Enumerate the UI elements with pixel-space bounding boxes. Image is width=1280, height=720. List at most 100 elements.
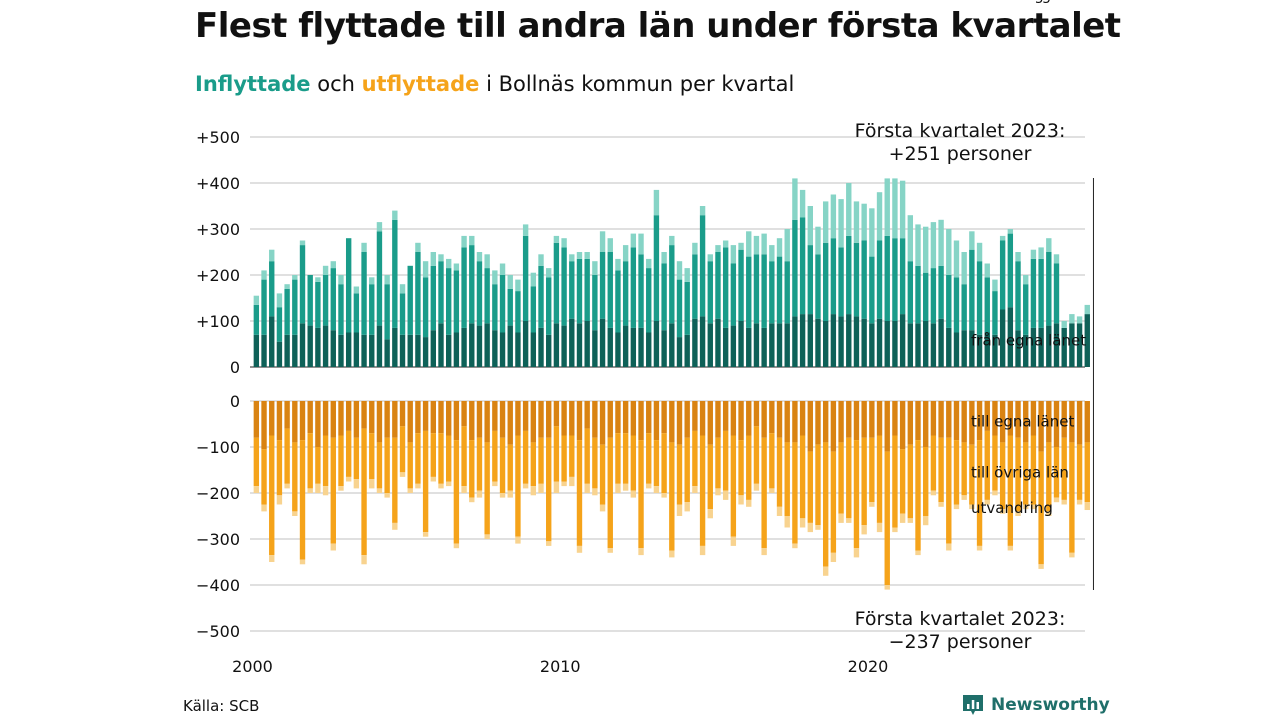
bar-segment-out-other: [761, 437, 767, 549]
bar-segment-out-emi: [530, 486, 537, 496]
bar-segment-in-other: [984, 277, 990, 333]
bar-segment-in-own: [407, 334, 413, 367]
bar-segment-in-other: [345, 238, 352, 333]
bar-segment-in-other: [576, 258, 583, 324]
bar-segment-in-imm: [838, 199, 844, 248]
bar-segment-out-other: [722, 430, 729, 491]
bar-segment-in-imm: [361, 242, 367, 252]
chart-title: Flest flyttade till andra län under förs…: [195, 6, 1121, 46]
bar-segment-in-imm: [430, 252, 436, 266]
bar-segment-out-other: [907, 444, 914, 519]
bar-segment-out-emi: [676, 504, 683, 516]
bar-segment-in-other: [861, 240, 867, 319]
bar-segment-in-other: [722, 247, 729, 328]
bar-segment-in-other: [630, 247, 637, 328]
bar-segment-in-imm: [661, 252, 667, 264]
bar-segment-in-own: [384, 339, 390, 367]
bar-segment-out-emi: [307, 488, 313, 493]
bar-segment-in-own: [584, 321, 590, 367]
bar-segment-out-emi: [838, 513, 844, 523]
bar-segment-in-other: [699, 215, 706, 317]
bar-segment-in-own: [646, 332, 652, 367]
bar-segment-in-own: [838, 316, 844, 367]
bar-segment-out-own: [830, 401, 837, 452]
bar-segment-out-other: [261, 449, 267, 505]
bar-segment-out-own: [453, 401, 460, 441]
bar-segment-in-own: [369, 334, 375, 367]
bar-segment-in-other: [276, 307, 283, 342]
bar-segment-out-own: [276, 401, 283, 441]
bar-segment-out-emi: [892, 527, 898, 533]
bar-segment-out-emi: [930, 490, 937, 496]
bar-segment-out-own: [338, 401, 344, 436]
bar-segment-out-own: [938, 401, 944, 438]
bar-segment-in-other: [661, 263, 667, 331]
bar-segment-in-other: [392, 219, 398, 328]
bar-segment-in-other: [445, 268, 452, 335]
bar-segment-in-own: [622, 325, 629, 367]
bar-segment-in-own: [615, 332, 621, 367]
bar-segment-out-emi: [369, 479, 375, 489]
bar-segment-out-emi: [299, 559, 306, 565]
bar-segment-out-emi: [499, 493, 506, 498]
bar-segment-out-emi: [953, 504, 960, 510]
bar-segment-in-other: [899, 238, 906, 315]
bar-segment-out-other: [876, 435, 883, 523]
bar-segment-out-own: [345, 401, 352, 431]
bar-segment-out-own: [776, 401, 783, 438]
bar-segment-in-own: [961, 330, 967, 367]
bar-segment-in-imm: [530, 272, 537, 287]
bar-segment-in-own: [392, 327, 398, 367]
bar-segment-out-own: [876, 401, 883, 436]
bar-segment-out-own: [438, 401, 444, 434]
bar-segment-in-imm: [1046, 238, 1052, 252]
y-tick-label-bottom: 0: [230, 392, 240, 411]
bar-segment-in-other: [830, 238, 837, 315]
bar-segment-out-own: [853, 401, 860, 441]
bar-segment-in-other: [492, 284, 498, 331]
bar-segment-out-own: [1076, 401, 1083, 445]
bar-segment-in-imm: [584, 252, 590, 259]
bar-segment-out-own: [499, 401, 506, 438]
bar-segment-out-other: [507, 444, 513, 491]
bar-segment-in-other: [461, 247, 467, 328]
bar-segment-out-emi: [699, 545, 706, 556]
bar-segment-out-emi: [315, 483, 321, 493]
bar-segment-in-own: [1007, 307, 1014, 367]
bar-segment-in-own: [999, 309, 1006, 367]
bar-segment-in-other: [676, 279, 683, 338]
bar-segment-out-emi: [807, 522, 813, 533]
bar-segment-out-emi: [1030, 504, 1037, 510]
bar-segment-in-own: [292, 334, 298, 367]
bar-segment-out-other: [284, 428, 290, 484]
bar-segment-out-emi: [638, 548, 644, 556]
bar-segment-out-emi: [515, 536, 521, 544]
bar-segment-out-own: [799, 401, 806, 436]
bar-segment-out-other: [676, 444, 683, 505]
bar-segment-in-imm: [784, 229, 790, 262]
bar-segment-out-other: [830, 451, 837, 553]
bar-segment-out-own: [392, 401, 398, 438]
bar-segment-in-own: [553, 323, 560, 367]
bar-segment-out-own: [707, 401, 713, 445]
bar-segment-in-imm: [799, 189, 806, 218]
bar-segment-out-other: [892, 435, 898, 528]
bar-segment-in-own: [1061, 327, 1067, 367]
bar-segment-out-other: [669, 442, 675, 551]
bar-segment-in-imm: [546, 268, 552, 278]
bar-segment-out-emi: [322, 486, 329, 496]
bar-segment-out-other: [1030, 435, 1037, 505]
bar-segment-out-other: [738, 440, 744, 496]
bar-segment-out-other: [699, 435, 706, 546]
bar-segment-out-emi: [1069, 552, 1075, 558]
bar-segment-in-imm: [1038, 247, 1044, 259]
bar-segment-in-other: [253, 304, 260, 335]
bar-segment-in-other: [569, 261, 575, 319]
bar-segment-in-other: [653, 215, 660, 321]
bar-segment-out-own: [1053, 401, 1060, 447]
bar-segment-out-emi: [646, 483, 652, 489]
bar-segment-in-other: [484, 268, 490, 324]
bar-segment-out-emi: [999, 509, 1006, 514]
bar-segment-out-other: [861, 437, 867, 526]
bar-segment-out-own: [330, 401, 336, 438]
